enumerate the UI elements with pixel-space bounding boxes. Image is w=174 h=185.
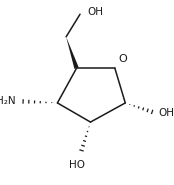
- Text: H₂N: H₂N: [0, 96, 16, 106]
- Text: OH: OH: [87, 7, 103, 17]
- Text: HO: HO: [69, 160, 85, 170]
- Polygon shape: [66, 37, 79, 69]
- Text: O: O: [118, 54, 127, 64]
- Text: OH: OH: [158, 108, 174, 118]
